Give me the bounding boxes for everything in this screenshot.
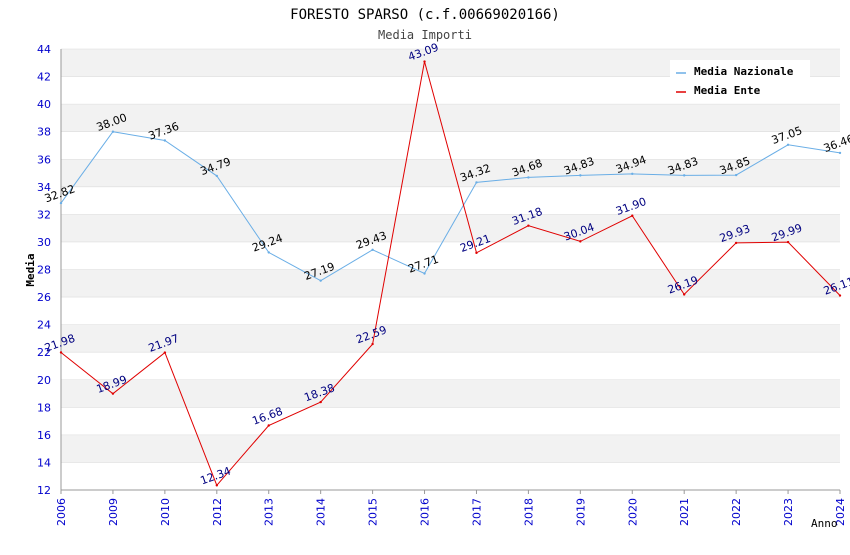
y-tick-label: 28 bbox=[37, 264, 51, 277]
x-axis-ticks: 2006 2009 2010 2012 2013 2014 2015 2016 2017 2018… bbox=[55, 490, 847, 526]
grid-band bbox=[61, 352, 840, 380]
data-point bbox=[786, 143, 790, 146]
grid-band bbox=[61, 241, 840, 270]
data-point bbox=[683, 293, 686, 296]
y-tick-label: 36 bbox=[37, 153, 51, 166]
data-point bbox=[319, 400, 322, 404]
x-tick-label: 2010 bbox=[159, 498, 172, 526]
y-axis-label: Media bbox=[24, 253, 37, 286]
y-tick-label: 30 bbox=[37, 236, 51, 249]
x-tick-label: 2021 bbox=[678, 498, 691, 526]
data-point bbox=[267, 424, 270, 427]
data-point bbox=[475, 251, 478, 255]
data-point bbox=[734, 173, 738, 177]
grid-band bbox=[61, 159, 840, 187]
data-point bbox=[631, 214, 634, 217]
grid-band bbox=[61, 379, 840, 408]
data-point bbox=[734, 241, 738, 245]
data-point bbox=[423, 272, 426, 275]
y-tick-label: 34 bbox=[37, 181, 51, 194]
y-tick-label: 22 bbox=[37, 346, 51, 359]
y-tick-label: 40 bbox=[37, 98, 51, 111]
y-tick-label: 16 bbox=[37, 429, 51, 442]
data-point bbox=[579, 240, 582, 243]
data-point bbox=[215, 484, 218, 487]
x-tick-label: 2009 bbox=[107, 498, 120, 526]
y-axis-ticks: 12 14 16 18 20 22 24 26 28 30 32 34 36 38 40 42 44 bbox=[37, 43, 51, 497]
data-point bbox=[267, 251, 270, 254]
series-line-media-nazionale bbox=[60, 131, 841, 282]
y-tick-label: 24 bbox=[37, 319, 51, 332]
data-point bbox=[683, 174, 686, 177]
chart-title: FORESTO SPARSO (c.f.00669020166) bbox=[290, 7, 560, 23]
data-point bbox=[163, 139, 167, 142]
x-tick-label: 2024 bbox=[834, 498, 847, 526]
chart-subtitle: Media Importi bbox=[378, 28, 472, 42]
x-tick-label: 2006 bbox=[55, 498, 68, 526]
data-point bbox=[59, 201, 63, 205]
y-tick-label: 42 bbox=[37, 71, 51, 84]
axes bbox=[60, 49, 840, 491]
grid-band bbox=[61, 186, 840, 215]
x-tick-label: 2020 bbox=[626, 498, 639, 526]
grid-band bbox=[61, 324, 840, 353]
data-point bbox=[631, 172, 634, 176]
data-point bbox=[111, 392, 115, 395]
x-tick-label: 2014 bbox=[315, 498, 328, 526]
data-point bbox=[59, 351, 63, 354]
data-point bbox=[215, 174, 218, 178]
data-point bbox=[423, 60, 426, 63]
y-tick-label: 12 bbox=[37, 484, 51, 497]
series-line-media-ente bbox=[60, 61, 841, 487]
y-tick-label: 38 bbox=[37, 126, 51, 139]
data-point bbox=[838, 294, 842, 297]
x-tick-label: 2012 bbox=[211, 498, 224, 526]
data-point bbox=[371, 342, 374, 346]
data-point bbox=[579, 174, 582, 177]
x-tick-label: 2016 bbox=[419, 498, 432, 526]
data-point bbox=[319, 279, 322, 282]
data-point bbox=[163, 351, 167, 354]
y-tick-label: 26 bbox=[37, 291, 51, 304]
grid-band bbox=[61, 131, 840, 160]
x-tick-label: 2013 bbox=[263, 498, 276, 526]
y-tick-label: 44 bbox=[37, 43, 51, 56]
plot-background bbox=[61, 48, 840, 491]
y-tick-label: 14 bbox=[37, 456, 51, 469]
data-point bbox=[838, 151, 842, 155]
grid-band bbox=[61, 462, 840, 490]
series-lines bbox=[59, 60, 842, 487]
grid-band bbox=[61, 104, 840, 132]
grid-band bbox=[61, 297, 840, 325]
x-tick-label: 2019 bbox=[574, 498, 587, 526]
data-point bbox=[786, 240, 790, 244]
data-point bbox=[111, 130, 115, 133]
grid-band bbox=[61, 434, 840, 463]
x-tick-label: 2023 bbox=[782, 498, 795, 526]
x-tick-label: 2017 bbox=[470, 498, 483, 526]
grid-band bbox=[61, 407, 840, 435]
y-tick-label: 32 bbox=[37, 208, 51, 221]
legend-label-media-nazionale: Media Nazionale bbox=[694, 65, 794, 78]
legend-label-media-ente: Media Ente bbox=[694, 84, 761, 97]
grid-band bbox=[61, 269, 840, 298]
data-point bbox=[527, 176, 530, 179]
y-tick-label: 20 bbox=[37, 374, 51, 387]
x-tick-label: 2015 bbox=[367, 498, 380, 526]
data-point bbox=[527, 224, 530, 227]
data-point bbox=[371, 248, 374, 251]
legend: Media Nazionale Media Ente bbox=[670, 60, 810, 102]
x-tick-label: 2022 bbox=[730, 498, 743, 526]
y-tick-label: 18 bbox=[37, 401, 51, 414]
x-tick-label: 2018 bbox=[522, 498, 535, 526]
legend-box bbox=[670, 60, 810, 102]
x-axis-label: Anno bbox=[811, 517, 838, 530]
data-point bbox=[475, 181, 478, 184]
